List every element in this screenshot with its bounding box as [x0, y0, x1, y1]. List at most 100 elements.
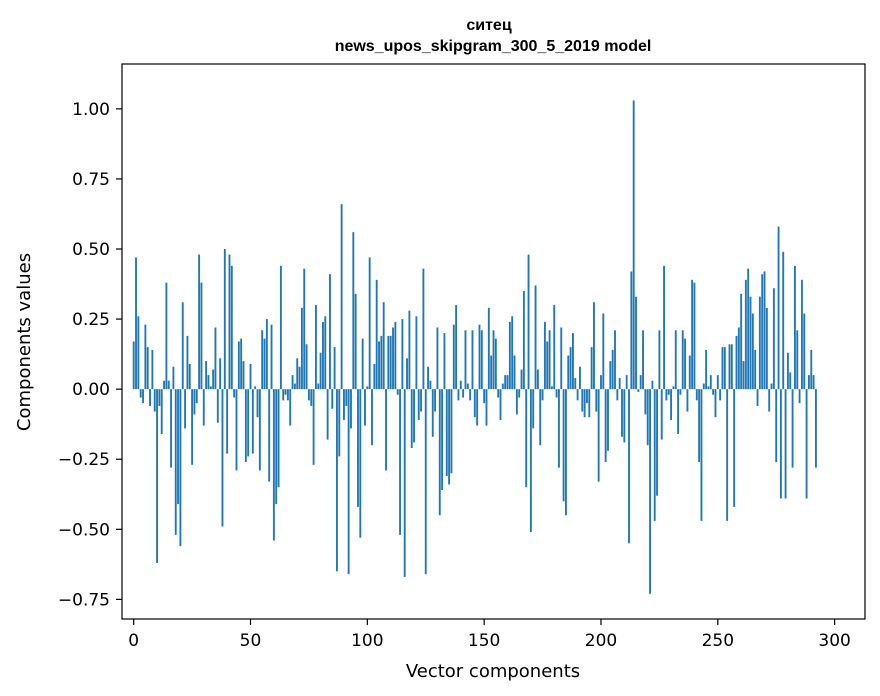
bar — [567, 355, 570, 390]
bar — [670, 389, 673, 420]
bar — [200, 282, 203, 390]
bar — [272, 389, 275, 541]
bar — [153, 389, 156, 412]
bar — [219, 358, 222, 390]
bar — [226, 389, 229, 454]
bar — [240, 338, 243, 390]
bar — [195, 389, 198, 404]
bar — [268, 389, 271, 482]
bar — [282, 389, 285, 401]
bar — [702, 383, 705, 390]
bar — [779, 389, 782, 499]
bar — [665, 389, 668, 401]
bar — [214, 327, 217, 390]
bar — [716, 375, 719, 390]
bar — [672, 386, 675, 390]
bar — [560, 327, 563, 390]
bar — [705, 349, 708, 390]
bar — [394, 321, 397, 390]
bar — [487, 307, 490, 390]
bar — [534, 285, 537, 390]
bar — [660, 389, 663, 440]
bar — [459, 380, 462, 390]
bar — [737, 327, 740, 390]
bar — [445, 389, 448, 477]
bar — [543, 321, 546, 390]
bar — [805, 389, 808, 499]
bar — [623, 389, 626, 443]
bar — [247, 389, 250, 457]
bar — [712, 389, 715, 395]
bar — [527, 254, 530, 390]
bar — [359, 389, 362, 538]
bar — [310, 389, 313, 406]
bar — [209, 386, 212, 390]
bar — [193, 389, 196, 415]
bar — [427, 366, 430, 390]
bar — [541, 389, 544, 401]
bar — [812, 375, 815, 390]
bar — [249, 363, 252, 390]
bar — [364, 389, 366, 426]
bar — [165, 282, 168, 390]
bar — [174, 389, 177, 535]
bar — [464, 330, 467, 390]
bar — [151, 349, 154, 390]
bar — [345, 389, 348, 406]
bar — [677, 389, 680, 434]
bar — [504, 375, 507, 390]
bar — [614, 330, 616, 390]
bar — [765, 307, 768, 390]
bar — [789, 372, 792, 390]
bar — [581, 389, 584, 412]
bar — [478, 324, 481, 390]
bar — [380, 335, 383, 390]
bar — [144, 324, 147, 390]
bar — [548, 330, 551, 390]
bar — [674, 330, 677, 390]
bar — [263, 338, 266, 390]
bar — [532, 389, 535, 429]
bar — [205, 361, 208, 390]
bar — [793, 265, 796, 390]
bar — [744, 279, 747, 390]
bar — [163, 380, 165, 390]
bar — [242, 361, 245, 390]
bar — [443, 333, 446, 390]
bar — [408, 310, 411, 390]
bar — [357, 389, 359, 507]
bar — [593, 302, 595, 390]
bar — [518, 389, 521, 398]
bar — [761, 274, 764, 390]
bar — [403, 389, 406, 577]
bar — [529, 389, 532, 533]
bar — [387, 335, 390, 390]
bar — [352, 232, 355, 390]
bar — [628, 389, 630, 544]
bar — [202, 389, 205, 426]
bar — [300, 307, 303, 390]
bar — [312, 389, 315, 465]
bar — [609, 361, 612, 390]
bar — [733, 389, 736, 507]
bar — [707, 386, 710, 390]
bar — [235, 389, 238, 471]
bar — [611, 349, 614, 390]
bar — [798, 389, 801, 404]
bar — [135, 257, 137, 390]
bar — [452, 324, 455, 390]
bar — [511, 316, 514, 390]
y-tick-label: 0.50 — [72, 240, 110, 260]
bar — [156, 389, 158, 563]
bar — [492, 330, 495, 390]
bar — [317, 383, 320, 390]
x-tick-label: 100 — [351, 631, 383, 651]
bar — [730, 344, 733, 390]
bar — [562, 389, 565, 502]
bar — [490, 355, 493, 390]
bar — [586, 389, 588, 404]
bar — [721, 347, 724, 390]
bar — [347, 389, 350, 575]
bar — [244, 389, 247, 463]
